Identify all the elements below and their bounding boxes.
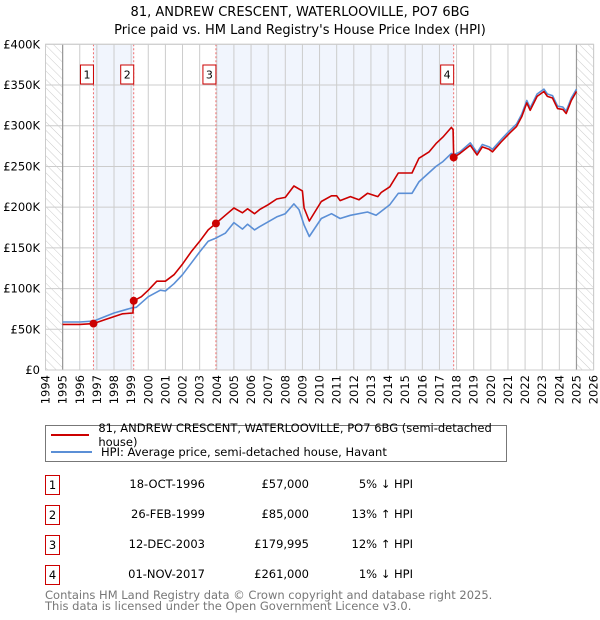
x-tick-label: 2022 xyxy=(518,375,532,404)
x-tick-label: 2007 xyxy=(261,375,275,404)
sale-label-number: 4 xyxy=(444,69,451,82)
x-tick-label: 1995 xyxy=(56,375,70,404)
sale-number: 4 xyxy=(45,565,60,585)
x-tick-label: 2019 xyxy=(467,375,481,404)
y-tick-label: £300K xyxy=(3,119,40,133)
y-tick-label: £350K xyxy=(3,78,40,92)
sale-number: 3 xyxy=(45,535,60,555)
footer-licence: This data is licensed under the Open Gov… xyxy=(45,599,412,613)
x-tick-label: 2002 xyxy=(176,375,190,404)
sale-label-number: 2 xyxy=(124,69,131,82)
sale-price: £179,995 xyxy=(254,537,309,551)
x-tick-label: 2008 xyxy=(278,375,292,404)
sale-price: £57,000 xyxy=(261,477,309,491)
x-tick-label: 2013 xyxy=(364,375,378,404)
x-tick-label: 1999 xyxy=(124,375,138,404)
sale-label-box xyxy=(120,64,135,85)
chart-subtitle: Price paid vs. HM Land Registry's House … xyxy=(114,23,486,38)
x-tick-label: 2016 xyxy=(415,375,429,404)
y-tick-label: £400K xyxy=(3,37,40,51)
x-tick-label: 2005 xyxy=(227,375,241,404)
x-tick-label: 2024 xyxy=(552,375,566,404)
x-tick-label: 2026 xyxy=(587,375,600,404)
y-tick-label: £0 xyxy=(25,363,40,377)
chart-title: 81, ANDREW CRESCENT, WATERLOOVILLE, PO7 … xyxy=(130,5,470,20)
x-tick-label: 2015 xyxy=(398,375,412,404)
sale-label-box xyxy=(79,64,94,85)
sale-hpi-diff: 12% ↑ HPI xyxy=(351,537,413,551)
legend-item-property: 81, ANDREW CRESCENT, WATERLOOVILLE, PO7 … xyxy=(51,421,506,449)
sale-row: 4 01-NOV-2017 £261,000 1% ↓ HPI xyxy=(45,565,600,585)
sale-point xyxy=(89,319,98,328)
y-tick-label: £50K xyxy=(11,322,41,336)
legend-swatch-blue xyxy=(51,451,92,453)
x-tick-label: 2006 xyxy=(244,375,258,404)
legend-swatch-red xyxy=(51,434,90,436)
x-tick-label: 2001 xyxy=(158,375,172,404)
x-tick-label: 2004 xyxy=(210,375,224,404)
sale-number: 2 xyxy=(45,505,60,525)
y-tick-label: £100K xyxy=(3,282,40,296)
sale-price: £261,000 xyxy=(254,567,309,581)
x-tick-label: 2012 xyxy=(347,375,361,404)
sale-hpi-diff: 1% ↓ HPI xyxy=(358,567,413,581)
legend-label: HPI: Average price, semi-detached house,… xyxy=(101,445,387,459)
sale-date: 26-FEB-1999 xyxy=(131,507,205,521)
sale-point xyxy=(129,296,138,305)
sale-hpi-diff: 5% ↓ HPI xyxy=(358,477,413,491)
sale-label-box xyxy=(202,64,217,85)
sale-row: 3 12-DEC-2003 £179,995 12% ↑ HPI xyxy=(45,535,600,555)
sale-date: 12-DEC-2003 xyxy=(128,537,205,551)
x-tick-label: 1998 xyxy=(107,375,121,404)
x-tick-label: 1994 xyxy=(39,375,53,404)
property-price-line xyxy=(62,90,578,326)
hpi-line xyxy=(62,88,578,323)
sale-label-box xyxy=(440,64,455,85)
sale-row: 1 18-OCT-1996 £57,000 5% ↓ HPI xyxy=(45,475,600,495)
sale-date: 18-OCT-1996 xyxy=(129,477,205,491)
x-tick-label: 2014 xyxy=(381,375,395,404)
sale-point xyxy=(449,153,458,162)
x-tick-label: 2020 xyxy=(484,375,498,404)
sale-label-number: 3 xyxy=(206,69,213,82)
x-tick-label: 2017 xyxy=(432,375,446,404)
x-tick-label: 2025 xyxy=(569,375,583,404)
x-tick-label: 1996 xyxy=(73,375,87,404)
x-tick-label: 2010 xyxy=(313,375,327,404)
sale-number: 1 xyxy=(45,475,60,495)
plot-area: 1994 1995 1996 1997 1998 1999 2000 2001 2002 2003… xyxy=(3,37,600,404)
y-tick-label: £150K xyxy=(3,241,40,255)
x-tick-label: 2021 xyxy=(501,375,515,404)
sale-point xyxy=(211,219,220,228)
legend-label: 81, ANDREW CRESCENT, WATERLOOVILLE, PO7 … xyxy=(98,421,492,449)
sale-price: £85,000 xyxy=(261,507,309,521)
x-tick-label: 2018 xyxy=(450,375,464,404)
legend: 81, ANDREW CRESCENT, WATERLOOVILLE, PO7 … xyxy=(45,421,507,462)
x-tick-label: 2009 xyxy=(295,375,309,404)
y-tick-label: £250K xyxy=(3,159,40,173)
sale-date: 01-NOV-2017 xyxy=(128,567,205,581)
plot-border xyxy=(45,43,595,371)
sale-label-number: 1 xyxy=(83,69,90,82)
x-tick-label: 2023 xyxy=(535,375,549,404)
x-tick-label: 2011 xyxy=(330,375,344,404)
sale-hpi-diff: 13% ↑ HPI xyxy=(351,507,413,521)
y-tick-label: £200K xyxy=(3,200,40,214)
x-tick-label: 1997 xyxy=(90,375,104,404)
sale-row: 2 26-FEB-1999 £85,000 13% ↑ HPI xyxy=(45,505,600,525)
legend-item-hpi: HPI: Average price, semi-detached house,… xyxy=(51,444,387,460)
x-tick-label: 2003 xyxy=(193,375,207,404)
x-tick-label: 2000 xyxy=(141,375,155,404)
footer-copyright: Contains HM Land Registry data © Crown c… xyxy=(45,588,493,602)
